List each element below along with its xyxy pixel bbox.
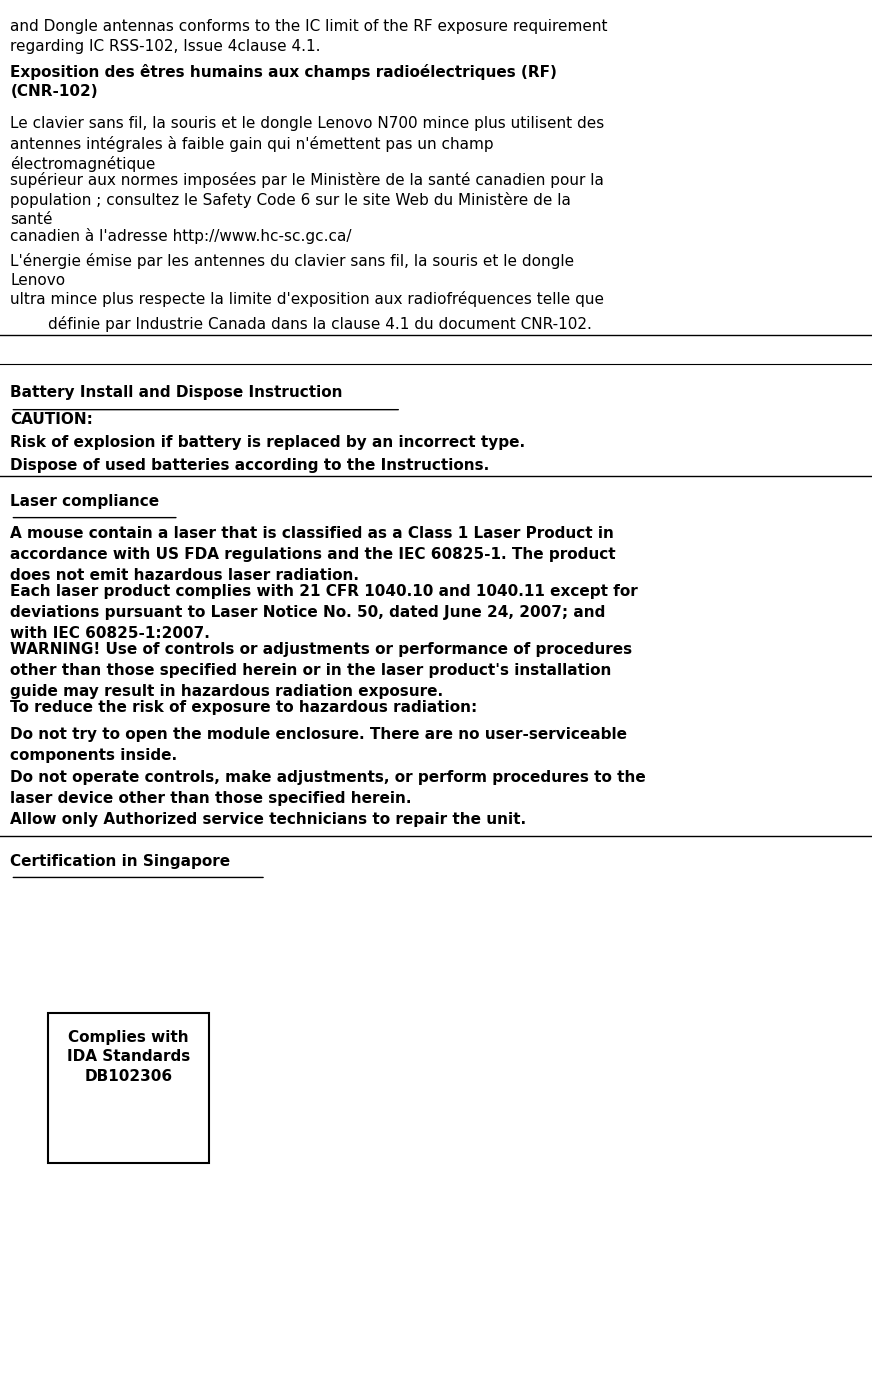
Text: Le clavier sans fil, la souris et le dongle Lenovo N700 mince plus utilisent des: Le clavier sans fil, la souris et le don… [10,116,604,173]
Text: Certification in Singapore: Certification in Singapore [10,854,230,869]
Text: canadien à l'adresse http://www.hc-sc.gc.ca/: canadien à l'adresse http://www.hc-sc.gc… [10,228,352,245]
Text: Complies with
IDA Standards
DB102306: Complies with IDA Standards DB102306 [67,1030,190,1084]
Text: définie par Industrie Canada dans la clause 4.1 du document CNR-102.: définie par Industrie Canada dans la cla… [48,316,592,332]
Text: supérieur aux normes imposées par le Ministère de la santé canadien pour la
popu: supérieur aux normes imposées par le Min… [10,172,604,227]
Text: Do not try to open the module enclosure. There are no user-serviceable
component: Do not try to open the module enclosure.… [10,727,628,763]
Text: Each laser product complies with 21 CFR 1040.10 and 1040.11 except for
deviation: Each laser product complies with 21 CFR … [10,584,638,641]
Text: Laser compliance: Laser compliance [10,494,160,509]
Text: Exposition des êtres humains aux champs radioélectriques (RF)
(CNR-102): Exposition des êtres humains aux champs … [10,64,557,98]
Text: CAUTION:: CAUTION: [10,412,93,428]
Text: WARNING! Use of controls or adjustments or performance of procedures
other than : WARNING! Use of controls or adjustments … [10,642,632,699]
FancyBboxPatch shape [48,1013,209,1163]
Text: Dispose of used batteries according to the Instructions.: Dispose of used batteries according to t… [10,458,490,473]
Text: Risk of explosion if battery is replaced by an incorrect type.: Risk of explosion if battery is replaced… [10,435,526,450]
Text: and Dongle antennas conforms to the IC limit of the RF exposure requirement
rega: and Dongle antennas conforms to the IC l… [10,19,608,54]
Text: A mouse contain a laser that is classified as a Class 1 Laser Product in
accorda: A mouse contain a laser that is classifi… [10,526,617,583]
Text: Battery Install and Dispose Instruction: Battery Install and Dispose Instruction [10,385,343,400]
Text: ultra mince plus respecte la limite d'exposition aux radiofréquences telle que: ultra mince plus respecte la limite d'ex… [10,291,604,307]
Text: L'énergie émise par les antennes du clavier sans fil, la souris et le dongle
Len: L'énergie émise par les antennes du clav… [10,253,575,288]
Text: Do not operate controls, make adjustments, or perform procedures to the
laser de: Do not operate controls, make adjustment… [10,770,646,805]
Text: To reduce the risk of exposure to hazardous radiation:: To reduce the risk of exposure to hazard… [10,700,478,716]
Text: Allow only Authorized service technicians to repair the unit.: Allow only Authorized service technician… [10,812,527,828]
